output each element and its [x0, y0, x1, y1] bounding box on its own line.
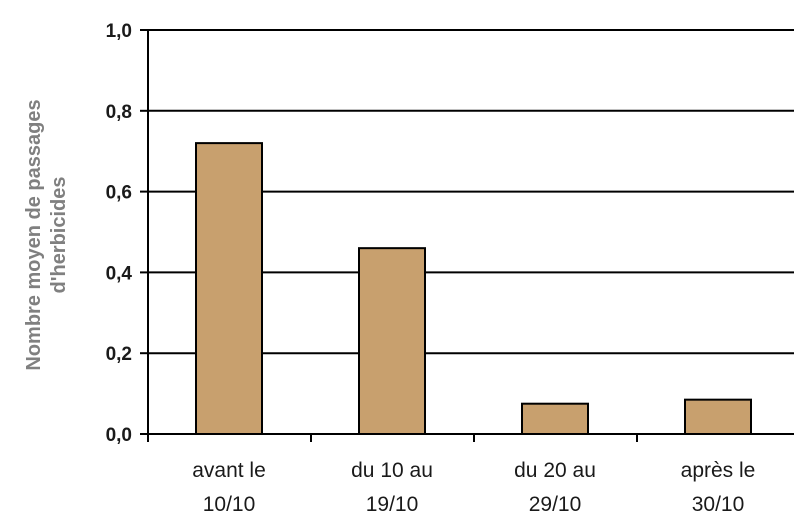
y-axis-title-line: d'herbicides — [48, 176, 70, 293]
x-tick-label-line: 19/10 — [366, 493, 419, 516]
x-tick-label-line: du 20 au — [514, 459, 596, 482]
y-tick-label: 1,0 — [106, 21, 132, 42]
x-tick-label: du 20 au 29/10 — [514, 459, 596, 516]
y-tick-label: 0,8 — [106, 102, 132, 123]
y-axis-title: Nombre moyen de passages d'herbicides — [23, 99, 70, 370]
y-tick-label: 0,6 — [106, 183, 132, 204]
y-axis-title-text: Nombre moyen de passages d'herbicides — [23, 99, 70, 370]
x-tick-label: avant le 10/10 — [192, 459, 266, 516]
axes — [140, 29, 794, 442]
bar — [521, 402, 589, 436]
x-tick-label-line: avant le — [192, 459, 266, 482]
x-tick-label-line: 30/10 — [692, 493, 745, 516]
bars — [195, 142, 752, 436]
bar — [358, 247, 426, 435]
y-axis-title-line: Nombre moyen de passages — [23, 99, 45, 370]
bar — [684, 398, 752, 436]
y-tick-labels: 0,0 0,2 0,4 0,6 0,8 1,0 — [106, 21, 133, 446]
y-tick-label: 0,2 — [106, 344, 132, 365]
x-tick-label-line: du 10 au — [351, 459, 433, 482]
x-tick-label: après le 30/10 — [681, 459, 756, 516]
y-tick-label: 0,0 — [106, 425, 132, 446]
x-tick-label-line: après le — [681, 459, 756, 482]
x-tick-label: du 10 au 19/10 — [351, 459, 433, 516]
y-tick-label: 0,4 — [106, 263, 133, 284]
x-tick-label-line: 10/10 — [203, 493, 256, 516]
x-tick-label-line: 29/10 — [529, 493, 582, 516]
bar — [195, 142, 263, 435]
x-tick-labels: avant le 10/10 du 10 au 19/10 du 20 au 29/10 a… — [192, 459, 755, 516]
